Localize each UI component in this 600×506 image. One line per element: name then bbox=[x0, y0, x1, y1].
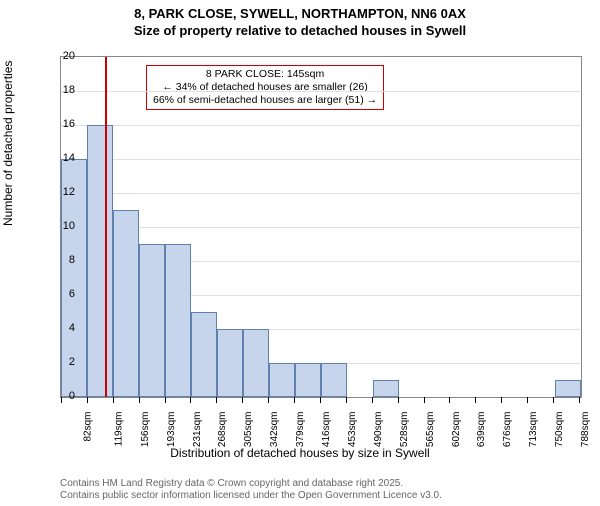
chart-title: 8, PARK CLOSE, SYWELL, NORTHAMPTON, NN6 … bbox=[0, 6, 600, 40]
histogram-bar bbox=[243, 329, 269, 397]
y-tick-label: 2 bbox=[69, 356, 75, 368]
grid-line bbox=[61, 227, 581, 228]
x-tick-label: 156sqm bbox=[140, 412, 151, 448]
annotation-line-3: 66% of semi-detached houses are larger (… bbox=[153, 94, 377, 106]
x-tick bbox=[242, 397, 243, 403]
x-tick bbox=[139, 397, 140, 403]
x-tick bbox=[501, 397, 502, 403]
x-tick bbox=[190, 397, 191, 403]
histogram-bar bbox=[295, 363, 321, 397]
x-tick-label: 379sqm bbox=[295, 412, 306, 448]
reference-line bbox=[105, 57, 107, 397]
histogram-bar bbox=[321, 363, 347, 397]
x-tick-label: 416sqm bbox=[321, 412, 332, 448]
grid-line bbox=[61, 193, 581, 194]
x-tick bbox=[87, 397, 88, 403]
x-tick-label: 342sqm bbox=[269, 412, 280, 448]
x-tick-label: 305sqm bbox=[243, 412, 254, 448]
x-tick bbox=[527, 397, 528, 403]
histogram-bar bbox=[87, 125, 113, 397]
x-tick bbox=[61, 397, 62, 403]
grid-line bbox=[61, 159, 581, 160]
grid-line bbox=[61, 125, 581, 126]
grid-line bbox=[61, 91, 581, 92]
x-tick bbox=[165, 397, 166, 403]
y-tick-label: 8 bbox=[69, 254, 75, 266]
y-tick-label: 14 bbox=[63, 152, 75, 164]
histogram-bar bbox=[269, 363, 295, 397]
x-tick-label: 713sqm bbox=[528, 412, 539, 448]
plot-area: 8 PARK CLOSE: 145sqm ← 34% of detached h… bbox=[60, 56, 582, 398]
footer-attribution: Contains HM Land Registry data © Crown c… bbox=[60, 478, 442, 502]
x-tick-label: 602sqm bbox=[451, 412, 462, 448]
x-tick-label: 231sqm bbox=[192, 412, 203, 448]
x-tick-label: 750sqm bbox=[554, 412, 565, 448]
annotation-box: 8 PARK CLOSE: 145sqm ← 34% of detached h… bbox=[146, 65, 384, 110]
y-tick-label: 16 bbox=[63, 118, 75, 130]
title-line-1: 8, PARK CLOSE, SYWELL, NORTHAMPTON, NN6 … bbox=[134, 6, 466, 21]
histogram-bar bbox=[113, 210, 139, 397]
annotation-line-1: 8 PARK CLOSE: 145sqm bbox=[206, 68, 324, 80]
x-tick bbox=[216, 397, 217, 403]
x-tick bbox=[294, 397, 295, 403]
y-axis-label: Number of detached properties bbox=[1, 61, 15, 226]
x-tick-label: 119sqm bbox=[113, 412, 124, 447]
histogram-bar bbox=[191, 312, 217, 397]
x-tick-label: 565sqm bbox=[425, 412, 436, 448]
histogram-bar bbox=[217, 329, 243, 397]
y-tick-label: 0 bbox=[69, 390, 75, 402]
x-tick bbox=[372, 397, 373, 403]
x-tick bbox=[579, 397, 580, 403]
histogram-bar bbox=[373, 380, 399, 397]
footer-line-1: Contains HM Land Registry data © Crown c… bbox=[60, 478, 403, 489]
x-tick bbox=[398, 397, 399, 403]
x-tick bbox=[424, 397, 425, 403]
x-tick bbox=[268, 397, 269, 403]
x-tick-label: 676sqm bbox=[502, 412, 513, 448]
y-tick-label: 6 bbox=[69, 288, 75, 300]
x-tick-label: 639sqm bbox=[477, 412, 488, 448]
x-tick bbox=[553, 397, 554, 403]
chart-container: 8, PARK CLOSE, SYWELL, NORTHAMPTON, NN6 … bbox=[0, 6, 600, 506]
x-tick-label: 490sqm bbox=[373, 412, 384, 448]
footer-line-2: Contains public sector information licen… bbox=[60, 490, 442, 501]
histogram-bar bbox=[139, 244, 166, 397]
x-axis-label: Distribution of detached houses by size … bbox=[0, 446, 600, 460]
x-tick-label: 82sqm bbox=[83, 412, 94, 442]
x-tick bbox=[475, 397, 476, 403]
x-tick-label: 788sqm bbox=[580, 412, 591, 448]
x-tick bbox=[113, 397, 114, 403]
x-tick-label: 453sqm bbox=[347, 412, 358, 448]
x-tick-label: 193sqm bbox=[166, 412, 177, 448]
y-tick-label: 18 bbox=[63, 84, 75, 96]
x-tick bbox=[449, 397, 450, 403]
y-tick-label: 4 bbox=[69, 322, 75, 334]
y-tick-label: 12 bbox=[63, 186, 75, 198]
y-tick-label: 10 bbox=[63, 220, 75, 232]
x-tick bbox=[320, 397, 321, 403]
x-tick-label: 268sqm bbox=[218, 412, 229, 448]
histogram-bar bbox=[555, 380, 581, 397]
title-line-2: Size of property relative to detached ho… bbox=[134, 23, 466, 38]
y-tick-label: 20 bbox=[63, 50, 75, 62]
x-tick-label: 528sqm bbox=[399, 412, 410, 448]
histogram-bar bbox=[165, 244, 191, 397]
x-tick bbox=[346, 397, 347, 403]
